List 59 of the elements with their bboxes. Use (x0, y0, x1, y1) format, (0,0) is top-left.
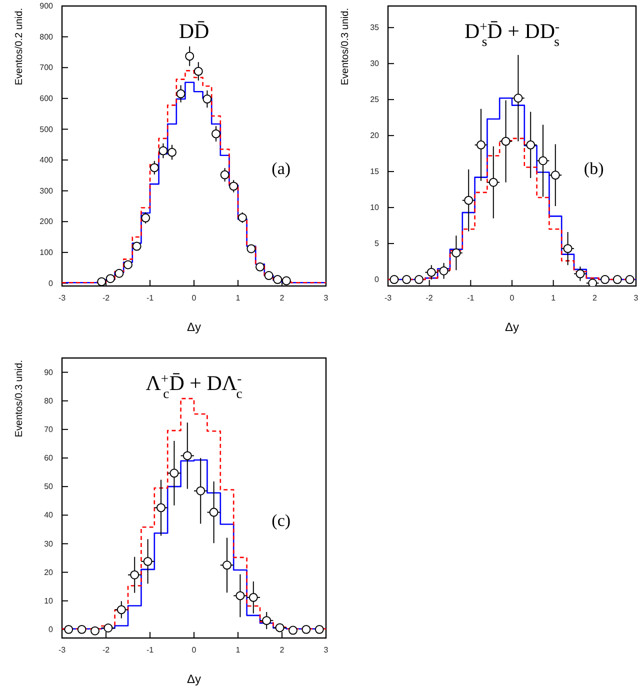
x-tick-label: -3 (384, 294, 392, 303)
x-tick-label: 2 (592, 294, 598, 303)
y-tick-label: 200 (40, 217, 54, 226)
y-tick-label: 35 (370, 23, 380, 32)
x-tick-label: -3 (58, 294, 66, 303)
y-tick-label: 50 (44, 482, 54, 492)
annotation: (b) (584, 159, 604, 178)
y-tick-label: 90 (44, 368, 54, 377)
x-axis-title: Δy (186, 672, 202, 686)
y-tick-label: 25 (370, 95, 380, 104)
y-tick-label: 0 (48, 624, 54, 634)
y-tick-label: 500 (40, 124, 54, 134)
x-tick-label: 0 (510, 294, 515, 303)
x-tick-label: 3 (634, 294, 639, 303)
y-tick-label: 70 (44, 424, 54, 434)
y-axis-title: Eventos/0.3 unid. (340, 8, 351, 86)
y-axis-title: Eventos/0.2 unid. (14, 8, 25, 86)
x-tick-label: 1 (236, 646, 241, 655)
x-tick-label: -1 (467, 294, 475, 303)
y-tick-label: 800 (40, 32, 54, 42)
y-tick-label: 600 (40, 94, 54, 103)
y-tick-label: 20 (44, 568, 54, 577)
y-tick-label: 5 (374, 239, 380, 248)
x-tick-label: 1 (551, 294, 556, 303)
x-tick-label: 3 (324, 646, 329, 655)
y-tick-label: 60 (44, 454, 54, 463)
y-tick-label: 80 (44, 396, 54, 406)
y-tick-label: 15 (370, 167, 380, 176)
x-tick-label: -2 (102, 646, 110, 655)
y-tick-label: 10 (370, 203, 380, 212)
text: DD̄ (178, 19, 210, 43)
y-tick-label: 100 (40, 248, 54, 257)
x-tick-label: -3 (58, 646, 66, 655)
y-tick-label: 10 (44, 596, 54, 606)
y-tick-label: 700 (40, 63, 54, 72)
y-tick-label: 900 (40, 2, 54, 11)
x-tick-label: 3 (324, 294, 329, 303)
x-tick-label: 2 (280, 294, 285, 303)
x-tick-label: 0 (192, 294, 197, 303)
y-tick-label: 20 (370, 131, 380, 140)
y-tick-label: 40 (44, 510, 54, 520)
x-axis-title: Δy (186, 320, 202, 334)
y-tick-label: 30 (44, 539, 54, 548)
y-tick-label: 0 (48, 278, 54, 288)
x-tick-label: -2 (426, 294, 434, 303)
x-axis-title: Δy (504, 320, 520, 334)
annotation: (a) (272, 159, 291, 178)
x-tick-label: 1 (236, 294, 241, 303)
x-tick-label: -1 (146, 294, 154, 303)
y-tick-label: 30 (370, 59, 380, 68)
y-tick-label: 400 (40, 156, 54, 165)
annotation: (c) (272, 511, 291, 530)
x-tick-label: 2 (280, 646, 285, 655)
y-tick-label: 300 (40, 186, 54, 196)
y-axis-title: Eventos/0.3 unid. (14, 360, 25, 438)
y-tick-label: 0 (374, 275, 380, 284)
x-tick-label: 0 (192, 646, 197, 655)
x-tick-label: -2 (102, 294, 110, 303)
x-tick-label: -1 (146, 646, 154, 655)
